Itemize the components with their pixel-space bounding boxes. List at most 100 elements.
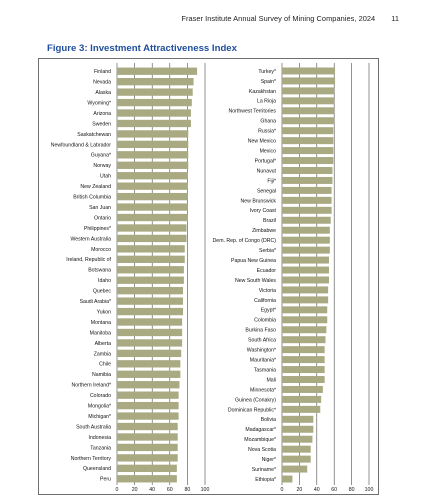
category-label: California <box>254 298 276 304</box>
bar <box>282 435 313 443</box>
category-label: Western Australia <box>70 236 111 242</box>
category-label: New Mexico <box>248 139 276 145</box>
x-tick-label: 80 <box>185 487 191 493</box>
category-label: British Columbia <box>73 195 111 201</box>
bar <box>117 391 179 399</box>
category-label: Dem. Rep. of Congo (DRC) <box>213 238 277 244</box>
category-label: Mexico <box>260 148 277 154</box>
category-label: Northern Ireland* <box>71 383 111 389</box>
bar <box>117 88 193 96</box>
chart-panel-1: Finland Nevada Alaska Wyoming* Arizona Sweden… <box>51 63 210 493</box>
bar <box>282 186 332 194</box>
category-label: Minnesota* <box>250 387 276 393</box>
bar <box>282 475 293 483</box>
bar <box>282 445 311 453</box>
bar <box>117 151 189 159</box>
category-label: Sweden <box>92 121 111 127</box>
category-label: Fiji* <box>267 178 276 184</box>
bar <box>117 161 189 169</box>
category-label: Colombia <box>254 318 276 324</box>
category-label: Queensland <box>83 466 111 472</box>
category-label: Spain* <box>261 79 276 85</box>
bar <box>117 109 191 117</box>
figure-title: Figure 3: Investment Attractiveness Inde… <box>47 43 237 54</box>
bar <box>282 266 329 274</box>
bar <box>117 464 177 472</box>
category-label: Michigan* <box>88 414 111 420</box>
category-label: Egypt* <box>261 308 276 314</box>
category-label: Nevada <box>93 80 111 86</box>
chart-panel-2: Turkey* Spain* Kazakhstan La Rioja Northwest… <box>213 63 373 493</box>
category-label: Tasmania <box>254 367 276 373</box>
bar <box>282 216 331 224</box>
bar <box>282 415 314 423</box>
category-label: New South Wales <box>235 278 276 284</box>
x-tick-label: 100 <box>201 487 210 493</box>
bar <box>282 366 325 374</box>
category-label: La Rioja <box>257 99 276 105</box>
category-label: Chile <box>99 362 111 368</box>
bar <box>282 67 336 75</box>
category-label: Nova Scotia <box>248 447 276 453</box>
bar <box>117 266 184 274</box>
bar <box>117 67 198 75</box>
bar <box>282 196 332 204</box>
x-tick-label: 80 <box>349 487 355 493</box>
category-label: Northwest Territories <box>229 109 277 115</box>
category-label: Yukon <box>97 309 112 315</box>
bar <box>117 182 188 190</box>
category-label: Wyoming* <box>87 100 111 106</box>
bar <box>282 167 333 174</box>
bar <box>282 107 335 115</box>
bar <box>282 425 314 433</box>
category-label: Mongolia* <box>88 404 111 410</box>
category-label: Senegal <box>257 188 276 194</box>
bar <box>117 287 183 295</box>
x-tick-label: 20 <box>132 487 138 493</box>
category-label: Ivory Coast <box>250 208 277 214</box>
category-label: Northern Territory <box>71 456 112 462</box>
category-label: Utah <box>100 174 111 180</box>
category-label: Guinea (Conakry) <box>235 397 276 403</box>
bar <box>117 203 188 211</box>
bar <box>282 127 334 135</box>
x-tick-label: 60 <box>167 487 173 493</box>
category-label: San Juan <box>89 205 111 211</box>
category-label: Idaho <box>98 278 111 284</box>
category-label: Norway <box>93 163 111 169</box>
bar <box>117 224 187 232</box>
bar <box>117 192 188 201</box>
bar <box>117 297 183 305</box>
bar <box>117 276 184 284</box>
bar <box>117 328 183 337</box>
bar <box>117 475 177 483</box>
bar <box>282 385 323 393</box>
bar <box>117 454 178 462</box>
category-label: Saskatchewan <box>77 132 111 138</box>
category-label: Ireland, Republic of <box>66 257 111 263</box>
category-label: Suriname* <box>252 467 276 473</box>
category-label: Zambia <box>94 351 111 357</box>
bar <box>282 276 329 284</box>
bar <box>282 246 330 254</box>
bar <box>282 405 321 413</box>
category-label: Finland <box>94 69 111 75</box>
bar <box>282 336 326 344</box>
x-tick-label: 60 <box>331 487 337 493</box>
category-label: Papua New Guinea <box>231 258 276 264</box>
page-header: Fraser Institute Annual Survey of Mining… <box>181 14 399 23</box>
bar <box>282 346 325 354</box>
bar <box>282 157 334 165</box>
bar <box>117 307 183 316</box>
category-label: Morocco <box>91 247 111 253</box>
bar <box>117 130 189 138</box>
bar <box>117 245 185 253</box>
bar <box>117 349 182 358</box>
x-tick-label: 0 <box>116 487 119 493</box>
category-label: Botswana <box>88 268 111 274</box>
category-label: Saudi Arabia* <box>80 299 111 305</box>
bar <box>117 381 180 389</box>
category-label: Montana <box>91 320 111 326</box>
bar <box>117 360 181 368</box>
bar <box>117 443 178 452</box>
